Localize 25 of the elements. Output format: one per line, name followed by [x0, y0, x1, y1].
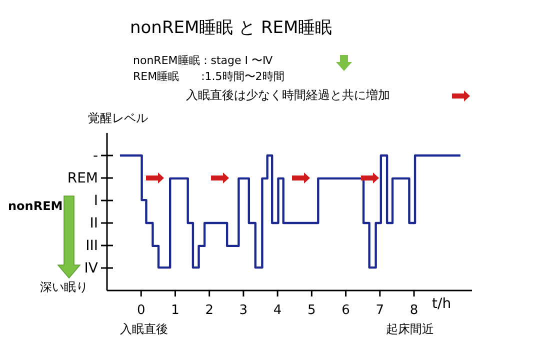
x-tick-label: 0	[136, 302, 146, 318]
x-tick-label: 1	[171, 302, 180, 318]
category-label: REM	[67, 170, 98, 186]
text: nonREM	[8, 199, 63, 213]
x-tick-label: 4	[273, 302, 282, 318]
text: 起床間近	[386, 322, 434, 336]
x-tick-label: 8	[410, 302, 418, 318]
category-label: II	[90, 215, 98, 232]
y-axis-title: 覚醒レベル	[88, 111, 148, 125]
category-label: III	[86, 238, 98, 254]
x-axis-title: t/h	[432, 296, 452, 312]
x-tick-label: 6	[342, 302, 350, 318]
text: 深い眠り	[40, 280, 88, 294]
text: 入眠直後は少なく時間経過と共に増加	[186, 88, 390, 102]
category-label: IV	[84, 260, 98, 276]
text: nonREM睡眠：stage Ⅰ 〜Ⅳ	[133, 54, 274, 67]
x-tick-label: 7	[376, 302, 384, 318]
category-label: I	[94, 192, 98, 209]
x-tick-label: 3	[239, 302, 248, 318]
text: REM睡眠 :1.5時間〜2時間	[133, 70, 284, 83]
chart-title: nonREM睡眠 と REM睡眠	[130, 18, 332, 38]
x-tick-label: 2	[205, 302, 214, 318]
category-label: -	[92, 148, 98, 164]
text: 入眠直後	[120, 322, 168, 336]
x-tick-label: 5	[308, 302, 316, 318]
